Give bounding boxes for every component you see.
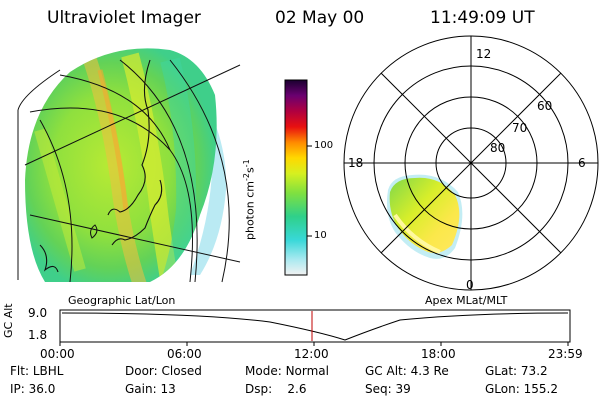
timeline-xtick: 00:00 — [40, 347, 75, 361]
footer-gc-alt: GC Alt: 4.3 Re — [365, 364, 449, 378]
timeline-xtick: 18:00 — [421, 347, 456, 361]
mlat-label-60: 60 — [537, 99, 553, 113]
footer-mode: Mode: Normal — [245, 364, 329, 378]
timeline-ylabel: GC Alt — [2, 303, 15, 338]
instrument-title: Ultraviolet Imager — [47, 8, 201, 28]
footer-ip: IP: 36.0 — [10, 382, 56, 396]
colorbar-scale — [284, 79, 308, 276]
observation-time: 11:49:09 UT — [430, 8, 535, 28]
footer-seq: Seq: 39 — [365, 382, 411, 396]
geographic-image-panel — [17, 48, 241, 283]
timeline-ytick-low: 1.8 — [28, 328, 48, 342]
colorbar-label: photon cm-2s-1 — [242, 159, 257, 240]
footer-flt: Flt: LBHL — [10, 364, 64, 378]
polar-plot — [343, 35, 599, 291]
timeline-xtick: 23:59 — [548, 347, 583, 361]
footer-dsp: Dsp: 2.6 — [245, 382, 307, 396]
altitude-curve — [61, 312, 569, 341]
timeline-ytick-high: 9.0 — [28, 306, 48, 320]
footer-door: Door: Closed — [125, 364, 202, 378]
mlt-label-0: 0 — [466, 278, 474, 292]
colorbar-tick-10: 10 — [314, 230, 327, 241]
auroral-oval — [389, 177, 460, 254]
footer-glat: GLat: 73.2 — [485, 364, 548, 378]
footer-gain: Gain: 13 — [125, 382, 176, 396]
observation-date: 02 May 00 — [275, 8, 365, 28]
mlt-label-6: 6 — [578, 156, 586, 170]
right-panel-label: Apex MLat/MLT — [425, 294, 508, 307]
timeline-xtick: 06:00 — [167, 347, 202, 361]
timeline-xtick: 12:00 — [294, 347, 329, 361]
footer-glon: GLon: 155.2 — [485, 382, 558, 396]
mlat-label-70: 70 — [512, 121, 528, 135]
mlt-label-12: 12 — [476, 47, 492, 61]
altitude-timeline — [59, 309, 571, 346]
colorbar — [284, 79, 312, 276]
mlat-label-80: 80 — [490, 141, 506, 155]
left-panel-label: Geographic Lat/Lon — [68, 294, 176, 307]
mlt-label-18: 18 — [348, 156, 364, 170]
colorbar-tick-100: 100 — [314, 140, 334, 151]
